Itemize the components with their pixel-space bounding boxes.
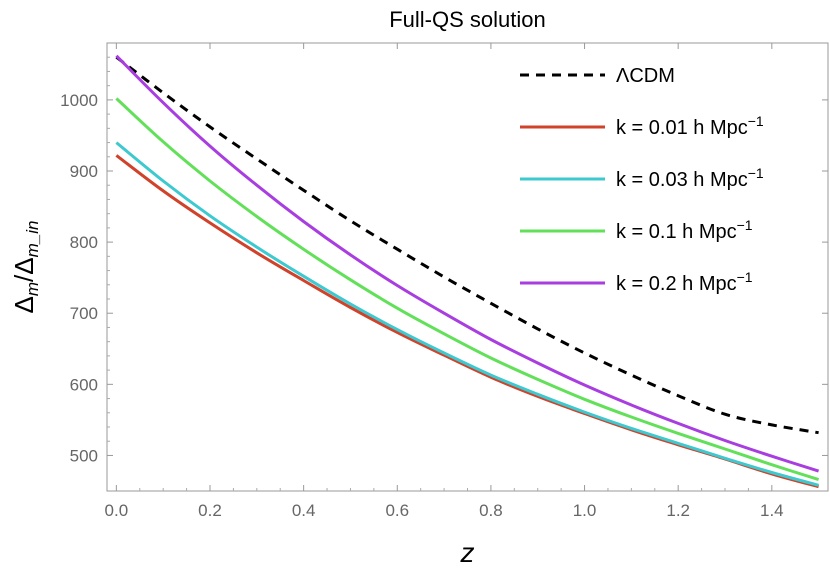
y-tick-label: 700 xyxy=(70,304,98,323)
legend-label: k = 0.1 h Mpc−1 xyxy=(616,217,753,243)
x-tick-label: 0.8 xyxy=(479,501,503,520)
legend-label-text: k = 0.1 h Mpc xyxy=(616,221,737,243)
y-tick-label: 500 xyxy=(70,446,98,465)
x-tick-label: 0.6 xyxy=(385,501,409,520)
legend-label-text: k = 0.01 h Mpc xyxy=(616,117,748,139)
legend-label-superscript: −1 xyxy=(748,165,764,181)
legend-label-superscript: −1 xyxy=(748,113,764,129)
x-tick-label: 0.4 xyxy=(292,501,316,520)
x-tick-label: 0.0 xyxy=(105,501,129,520)
series-lines xyxy=(115,54,820,489)
legend-label-text: ΛCDM xyxy=(616,65,675,87)
y-label-slash-delta: /Δ xyxy=(9,257,39,282)
legend-label: k = 0.01 h Mpc−1 xyxy=(616,113,764,139)
x-tick-label: 0.2 xyxy=(198,501,222,520)
y-label-delta: Δ xyxy=(9,296,39,313)
legend-label: k = 0.2 h Mpc−1 xyxy=(616,269,753,295)
legend-label-text: k = 0.2 h Mpc xyxy=(616,273,737,295)
x-tick-label: 1.0 xyxy=(573,501,597,520)
y-label-sub-min: m_in xyxy=(23,221,42,258)
series-line xyxy=(115,141,819,487)
x-axis-label: z xyxy=(460,537,475,568)
legend-label: k = 0.03 h Mpc−1 xyxy=(616,165,764,191)
y-label-sub-m: m xyxy=(23,282,42,296)
y-tick-label: 1000 xyxy=(60,91,98,110)
series-line xyxy=(115,54,820,473)
y-axis-ticks: 500 600 700 800 900 1000 xyxy=(60,56,828,465)
y-axis-label: Δm/Δm_in xyxy=(9,221,42,314)
y-tick-label: 800 xyxy=(70,233,98,252)
series-line xyxy=(115,56,819,435)
x-axis-ticks: 0.0 0.2 0.4 0.6 0.8 1.0 1.2 1.4 xyxy=(105,43,784,520)
legend-label-text: k = 0.03 h Mpc xyxy=(616,169,748,191)
series-line xyxy=(115,97,820,482)
chart-title: Full-QS solution xyxy=(389,7,546,32)
legend-label-superscript: −1 xyxy=(737,217,753,233)
legend-label: ΛCDM xyxy=(616,65,675,87)
x-tick-label: 1.2 xyxy=(666,501,690,520)
x-tick-label: 1.4 xyxy=(760,501,784,520)
y-tick-label: 600 xyxy=(70,375,98,394)
plot-frame xyxy=(106,42,829,492)
y-tick-label: 900 xyxy=(70,162,98,181)
legend-label-superscript: −1 xyxy=(737,269,753,285)
